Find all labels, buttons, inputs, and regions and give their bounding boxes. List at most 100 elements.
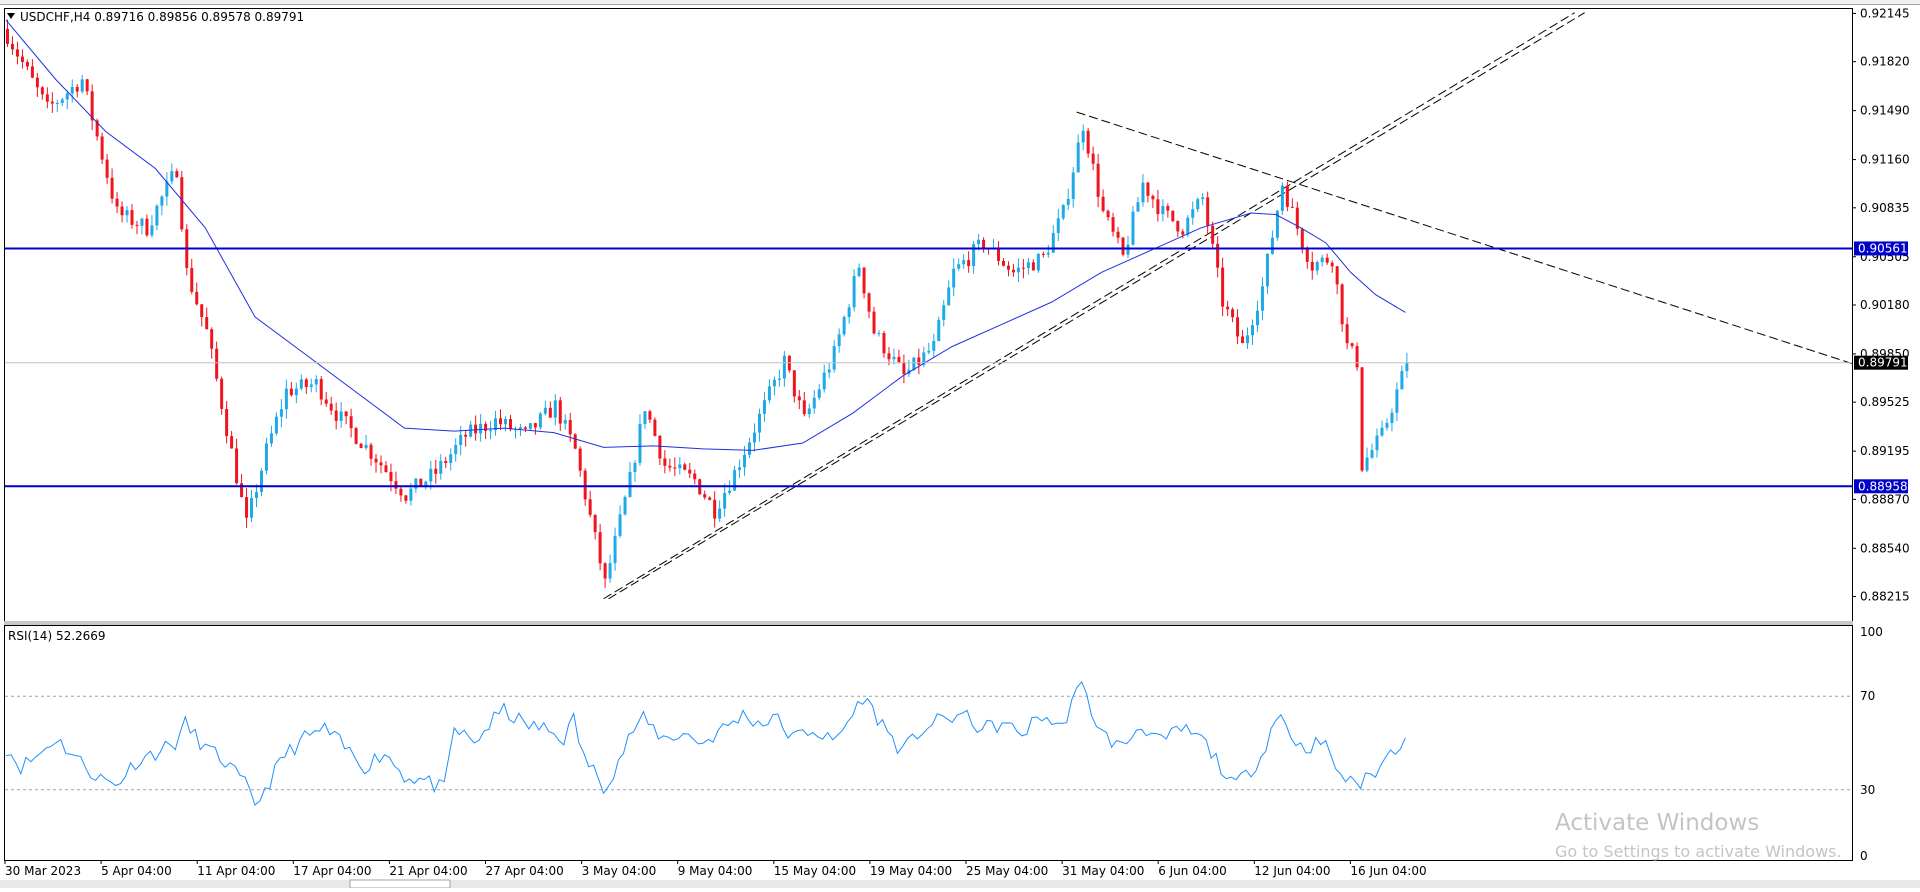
bullish-candle[interactable] xyxy=(1251,319,1254,345)
bearish-candle[interactable] xyxy=(210,327,214,359)
bearish-candle[interactable] xyxy=(1290,198,1294,209)
bullish-candle[interactable] xyxy=(454,438,458,462)
bearish-candle[interactable] xyxy=(190,258,194,295)
bearish-candle[interactable] xyxy=(220,376,224,415)
bearish-candle[interactable] xyxy=(324,391,328,407)
bearish-candle[interactable] xyxy=(1041,251,1045,258)
bullish-candle[interactable] xyxy=(1136,196,1140,212)
bearish-candle[interactable] xyxy=(673,457,677,477)
bullish-candle[interactable] xyxy=(299,374,303,391)
bearish-candle[interactable] xyxy=(1121,236,1125,257)
bullish-candle[interactable] xyxy=(782,350,786,387)
bullish-candle[interactable] xyxy=(877,330,881,337)
bearish-candle[interactable] xyxy=(1031,259,1035,271)
bullish-candle[interactable] xyxy=(817,384,821,401)
bullish-candle[interactable] xyxy=(728,480,732,496)
bullish-candle[interactable] xyxy=(812,389,816,414)
bearish-candle[interactable] xyxy=(523,426,527,433)
bullish-candle[interactable] xyxy=(1196,197,1200,213)
bearish-candle[interactable] xyxy=(967,251,971,273)
bearish-candle[interactable] xyxy=(797,389,801,410)
bullish-candle[interactable] xyxy=(753,423,756,452)
bearish-candle[interactable] xyxy=(130,204,134,229)
bearish-candle[interactable] xyxy=(304,377,308,394)
bullish-candle[interactable] xyxy=(1081,124,1085,151)
bullish-candle[interactable] xyxy=(1046,244,1050,258)
bullish-candle[interactable] xyxy=(125,205,129,223)
trendline-1[interactable] xyxy=(603,12,1575,600)
bearish-candle[interactable] xyxy=(40,86,44,100)
bearish-candle[interactable] xyxy=(35,72,39,97)
bearish-candle[interactable] xyxy=(787,355,791,373)
bullish-candle[interactable] xyxy=(250,489,254,523)
bullish-candle[interactable] xyxy=(892,348,896,365)
bullish-candle[interactable] xyxy=(1320,254,1324,267)
bearish-candle[interactable] xyxy=(145,214,149,237)
bearish-candle[interactable] xyxy=(1176,220,1180,237)
bearish-candle[interactable] xyxy=(205,307,209,330)
bearish-candle[interactable] xyxy=(215,341,219,382)
bearish-candle[interactable] xyxy=(230,430,234,449)
bullish-candle[interactable] xyxy=(1016,258,1020,283)
bullish-candle[interactable] xyxy=(170,163,174,185)
bearish-candle[interactable] xyxy=(404,494,408,504)
bearish-candle[interactable] xyxy=(1295,201,1299,236)
bullish-candle[interactable] xyxy=(1380,420,1384,438)
bearish-candle[interactable] xyxy=(1021,259,1025,279)
bearish-candle[interactable] xyxy=(135,220,139,235)
bullish-candle[interactable] xyxy=(1036,252,1040,273)
bearish-candle[interactable] xyxy=(379,455,383,474)
bearish-candle[interactable] xyxy=(1335,265,1339,295)
bearish-candle[interactable] xyxy=(185,224,189,276)
bullish-candle[interactable] xyxy=(1390,408,1394,432)
bearish-candle[interactable] xyxy=(359,442,363,449)
bullish-candle[interactable] xyxy=(1265,253,1269,295)
bearish-candle[interactable] xyxy=(15,41,19,65)
bearish-candle[interactable] xyxy=(598,523,602,571)
bullish-candle[interactable] xyxy=(314,375,318,393)
bearish-candle[interactable] xyxy=(329,396,333,416)
bearish-candle[interactable] xyxy=(399,486,403,502)
bullish-candle[interactable] xyxy=(1260,277,1264,321)
bullish-candle[interactable] xyxy=(613,527,617,571)
bearish-candle[interactable] xyxy=(175,168,179,178)
bearish-candle[interactable] xyxy=(444,456,448,469)
bearish-candle[interactable] xyxy=(982,237,986,253)
bearish-candle[interactable] xyxy=(663,450,667,474)
bearish-candle[interactable] xyxy=(1325,253,1329,265)
bullish-candle[interactable] xyxy=(543,400,547,416)
bullish-candle[interactable] xyxy=(1365,447,1369,473)
bearish-candle[interactable] xyxy=(1216,236,1220,278)
bullish-candle[interactable] xyxy=(1191,201,1195,225)
bearish-candle[interactable] xyxy=(289,381,293,397)
bullish-candle[interactable] xyxy=(633,460,637,482)
bearish-candle[interactable] xyxy=(90,84,94,130)
bullish-candle[interactable] xyxy=(1201,193,1205,206)
bearish-candle[interactable] xyxy=(1360,366,1364,473)
bullish-candle[interactable] xyxy=(1270,230,1274,255)
bullish-candle[interactable] xyxy=(269,425,273,447)
bullish-candle[interactable] xyxy=(608,554,612,583)
bullish-candle[interactable] xyxy=(55,99,59,113)
bearish-candle[interactable] xyxy=(369,442,373,466)
bearish-candle[interactable] xyxy=(75,84,79,98)
bearish-candle[interactable] xyxy=(588,490,592,518)
bearish-candle[interactable] xyxy=(558,396,562,432)
bullish-candle[interactable] xyxy=(504,416,507,432)
bearish-candle[interactable] xyxy=(1231,307,1235,323)
bearish-candle[interactable] xyxy=(802,391,806,417)
bullish-candle[interactable] xyxy=(947,280,951,306)
bullish-candle[interactable] xyxy=(618,505,622,538)
bearish-candle[interactable] xyxy=(1181,229,1185,239)
bullish-candle[interactable] xyxy=(932,333,936,357)
bullish-candle[interactable] xyxy=(449,448,453,471)
bearish-candle[interactable] xyxy=(1350,342,1354,349)
bearish-candle[interactable] xyxy=(394,471,398,494)
bearish-candle[interactable] xyxy=(235,438,239,485)
bearish-candle[interactable] xyxy=(20,49,24,69)
bullish-candle[interactable] xyxy=(553,394,557,426)
bearish-candle[interactable] xyxy=(897,349,901,364)
bullish-candle[interactable] xyxy=(65,90,69,110)
bullish-candle[interactable] xyxy=(479,413,483,442)
